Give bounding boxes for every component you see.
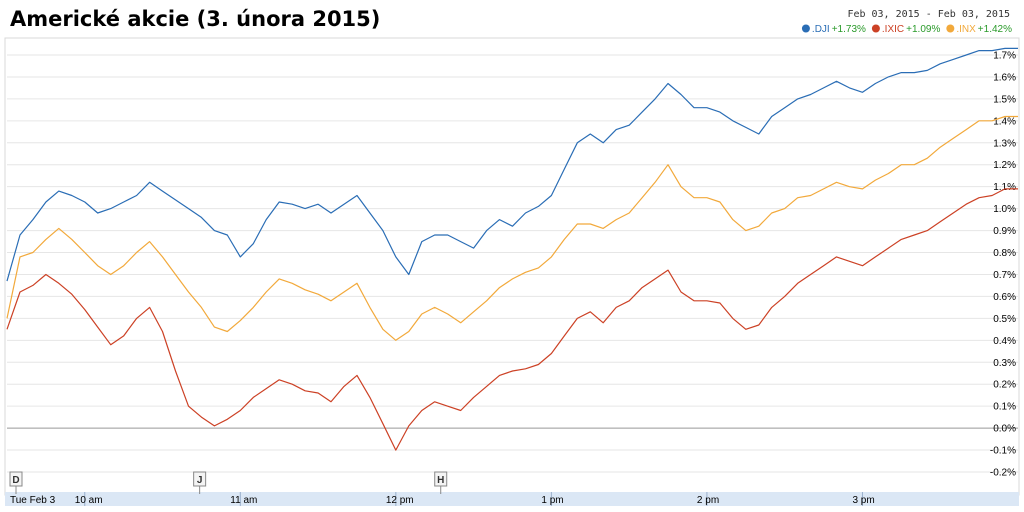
- y-tick-label: 0.2%: [993, 380, 1016, 391]
- time-axis-band: [5, 492, 1019, 506]
- legend-change-1: +1.09%: [906, 24, 940, 35]
- series-line-ixic: [6, 188, 1018, 451]
- y-tick-label: 1.2%: [993, 160, 1016, 171]
- y-tick-label: 0.5%: [993, 314, 1016, 325]
- y-tick-label: 0.7%: [993, 270, 1016, 281]
- y-tick-label: -0.2%: [990, 468, 1016, 479]
- legend-dot-1: [871, 24, 880, 33]
- y-tick-label: 0.9%: [993, 226, 1016, 237]
- y-tick-label: 0.0%: [993, 424, 1016, 435]
- y-tick-label: 1.4%: [993, 116, 1016, 127]
- event-marker-label: J: [197, 475, 203, 486]
- date-range-label: Feb 03, 2015 - Feb 03, 2015: [847, 9, 1010, 20]
- legend-change-0: +1.73%: [832, 24, 866, 35]
- y-tick-label: 0.6%: [993, 292, 1016, 303]
- x-axis-ticks: Tue Feb 3 10 am 11 am 12 pm 1 pm 2 pm 3 pm: [10, 492, 875, 506]
- legend-name-2: .INX: [956, 24, 976, 35]
- y-tick-label: 1.1%: [993, 182, 1016, 193]
- y-tick-label: -0.1%: [990, 446, 1016, 457]
- x-tick-label: 2 pm: [697, 495, 719, 506]
- series-line-dji: [6, 47, 1018, 282]
- chart-title: Americké akcie (3. února 2015): [10, 7, 380, 31]
- y-tick-label: 0.1%: [993, 402, 1016, 413]
- x-tick-label: 12 pm: [386, 495, 414, 506]
- y-tick-label: 1.0%: [993, 204, 1016, 215]
- legend-dot-0: [801, 24, 810, 33]
- event-marker-box[interactable]: [434, 471, 448, 487]
- y-axis-ticks: 1.7% 1.6% 1.5% 1.4% 1.3% 1.2% 1.1% 1.0% 0.9% 0.8%…: [990, 51, 1016, 479]
- y-tick-label: 0.4%: [993, 336, 1016, 347]
- legend-name-1: .IXIC: [882, 24, 904, 35]
- legend-name-0: .DJI: [812, 24, 830, 35]
- y-tick-label: 1.3%: [993, 138, 1016, 149]
- series-lines: [6, 47, 1018, 451]
- legend-change-2: +1.42%: [978, 24, 1012, 35]
- event-marker-label: H: [437, 475, 444, 486]
- legend-dot-2: [946, 24, 955, 33]
- x-tick-label: Tue Feb 3: [10, 495, 56, 506]
- event-marker-label: D: [12, 475, 19, 486]
- event-marker-box[interactable]: [9, 471, 23, 487]
- y-tick-label: 1.5%: [993, 94, 1016, 105]
- x-tick-label: 11 am: [230, 495, 257, 506]
- y-tick-label: 0.3%: [993, 358, 1016, 369]
- series-line-inx: [6, 115, 1018, 341]
- event-marker-box[interactable]: [193, 471, 207, 487]
- x-tick-label: 3 pm: [852, 495, 874, 506]
- y-tick-label: 1.7%: [993, 51, 1016, 62]
- x-tick-label: 1 pm: [541, 495, 563, 506]
- y-tick-label: 0.8%: [993, 248, 1016, 259]
- legend: +1.42%.INX +1.09%.IXIC +1.73%.DJI: [801, 24, 1012, 35]
- y-tick-label: 1.6%: [993, 72, 1016, 83]
- x-tick-label: 10 am: [75, 495, 103, 506]
